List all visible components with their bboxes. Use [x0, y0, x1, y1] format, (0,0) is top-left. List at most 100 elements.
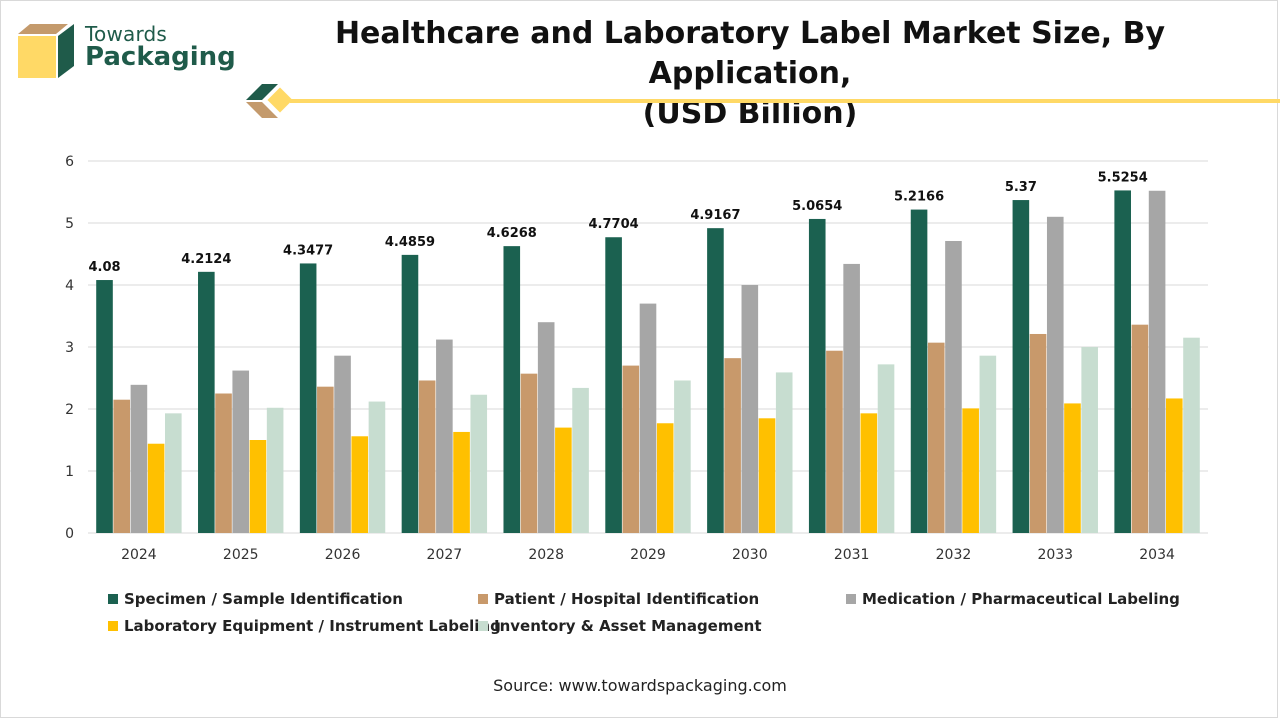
bar-specimen-2031 [808, 218, 826, 534]
y-axis-tick-labels: 0 1 2 3 4 5 6 [65, 154, 74, 542]
data-label-2029: 4.7704 [589, 217, 639, 232]
brand-name-line1: Towards [85, 22, 168, 46]
legend-swatch [478, 621, 488, 631]
legend-swatch [108, 594, 118, 604]
x-tick-label: 2033 [1037, 547, 1073, 563]
legend-label: Inventory & Asset Management [494, 617, 762, 635]
bar-equipment-2028 [555, 427, 572, 533]
y-tick-label: 3 [65, 340, 74, 356]
bar-equipment-2027 [453, 431, 470, 533]
x-tick-label: 2031 [834, 547, 870, 563]
bar-specimen-2028 [503, 246, 521, 533]
y-tick-label: 5 [65, 216, 74, 232]
bar-patient-2026 [317, 386, 334, 533]
bar-specimen-2025 [198, 271, 215, 533]
data-labels: 4.08 4.2124 4.3477 4.4859 4.6268 4.7704 4.9167… [88, 170, 1147, 275]
bar-specimen-2027 [401, 254, 419, 533]
x-tick-label: 2030 [732, 547, 768, 563]
bar-equipment-2025 [249, 440, 267, 533]
bar-patient-2028 [520, 373, 538, 533]
bar-patient-2027 [418, 380, 436, 533]
bar-specimen-2024 [96, 280, 113, 533]
bars [96, 190, 1200, 534]
data-label-2034: 5.5254 [1098, 170, 1148, 185]
divider-line [290, 99, 1280, 103]
y-tick-label: 4 [65, 278, 74, 294]
chart-title-line1: Healthcare and Laboratory Label Market S… [334, 16, 1166, 91]
bar-medication-2034 [1148, 190, 1166, 533]
bar-inventory-2026 [368, 401, 386, 533]
data-label-2031: 5.0654 [792, 199, 842, 214]
bar-specimen-2034 [1114, 190, 1131, 533]
brand-logo: Towards Packaging [18, 22, 238, 82]
legend-swatch [478, 594, 488, 604]
y-tick-label: 6 [65, 154, 74, 170]
source-note: Source: www.towardspackaging.com [493, 676, 787, 695]
legend-label: Laboratory Equipment / Instrument Labeli… [124, 617, 501, 635]
bar-inventory-2024 [165, 413, 182, 533]
x-tick-label: 2024 [121, 547, 157, 563]
divider-diamond-tan [246, 102, 278, 118]
chart-title: Healthcare and Laboratory Label Market S… [260, 14, 1240, 134]
header-divider [246, 84, 1280, 118]
bar-patient-2025 [215, 393, 232, 533]
bar-equipment-2030 [758, 418, 776, 533]
bar-medication-2024 [130, 384, 148, 533]
bar-inventory-2027 [470, 394, 488, 533]
bar-medication-2029 [639, 303, 657, 533]
bar-inventory-2025 [266, 407, 284, 533]
bar-medication-2032 [945, 240, 962, 534]
bar-patient-2024 [113, 399, 131, 533]
data-label-2026: 4.3477 [283, 243, 333, 258]
legend-item-equipment: Laboratory Equipment / Instrument Labeli… [108, 617, 501, 635]
y-tick-label: 2 [65, 402, 74, 418]
data-label-2024: 4.08 [88, 260, 120, 275]
legend-label: Medication / Pharmaceutical Labeling [862, 590, 1180, 608]
bar-inventory-2031 [877, 364, 895, 533]
bar-patient-2029 [622, 365, 640, 533]
bar-patient-2034 [1131, 324, 1149, 533]
bar-equipment-2033 [1064, 403, 1081, 533]
data-label-2025: 4.2124 [181, 252, 231, 267]
bar-medication-2025 [232, 370, 250, 533]
legend-swatch [846, 594, 856, 604]
bar-equipment-2032 [962, 408, 979, 533]
x-axis-tick-labels: 2024 2025 2026 2027 2028 2029 2030 2031 2032 2033… [121, 547, 1175, 563]
y-tick-label: 0 [65, 526, 74, 542]
bar-patient-2031 [826, 350, 843, 533]
legend-item-inventory: Inventory & Asset Management [478, 617, 762, 635]
bar-medication-2033 [1046, 216, 1064, 534]
bar-inventory-2028 [572, 387, 589, 533]
bar-specimen-2026 [299, 263, 317, 533]
bar-patient-2030 [724, 358, 741, 533]
data-label-2027: 4.4859 [385, 235, 435, 250]
data-label-2028: 4.6268 [487, 226, 537, 241]
x-tick-label: 2034 [1139, 547, 1175, 563]
bar-inventory-2030 [775, 372, 793, 533]
legend: Specimen / Sample Identification Patient … [108, 590, 1228, 650]
bar-medication-2028 [537, 322, 555, 533]
bar-specimen-2032 [910, 209, 928, 533]
x-tick-label: 2028 [528, 547, 564, 563]
x-tick-label: 2026 [325, 547, 361, 563]
x-tick-label: 2025 [223, 547, 259, 563]
bar-specimen-2029 [605, 237, 622, 533]
bar-medication-2030 [741, 285, 759, 533]
bar-inventory-2034 [1183, 337, 1200, 533]
bar-medication-2027 [436, 339, 453, 533]
legend-item-patient: Patient / Hospital Identification [478, 590, 759, 608]
bar-inventory-2032 [979, 355, 997, 533]
bar-inventory-2029 [674, 380, 691, 533]
x-tick-label: 2027 [427, 547, 463, 563]
bar-inventory-2033 [1081, 347, 1098, 533]
bar-specimen-2033 [1012, 200, 1030, 533]
data-label-2030: 4.9167 [690, 208, 740, 223]
data-label-2033: 5.37 [1005, 180, 1037, 195]
bar-medication-2031 [843, 263, 860, 533]
y-tick-label: 1 [65, 464, 74, 480]
legend-label: Specimen / Sample Identification [124, 590, 403, 608]
bar-patient-2032 [927, 342, 945, 533]
divider-diamond-green [246, 84, 278, 100]
bar-specimen-2030 [707, 228, 724, 533]
